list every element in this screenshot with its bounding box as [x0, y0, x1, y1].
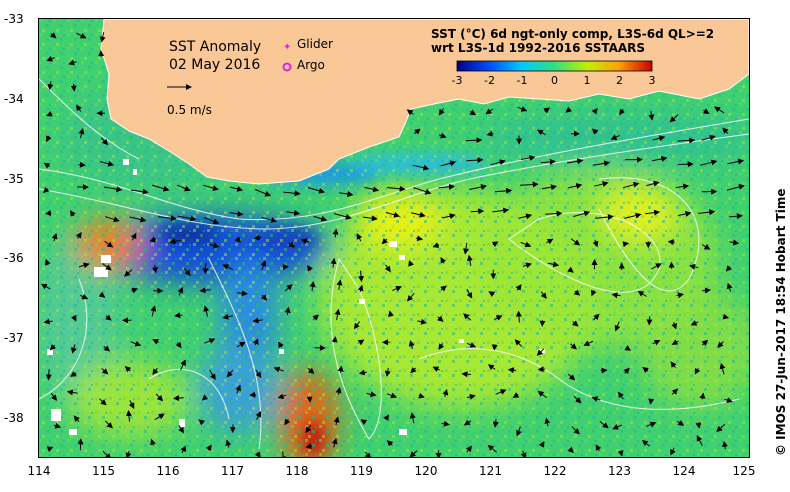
colorbar-tick: -2 — [484, 74, 495, 87]
current-vector-icon — [678, 164, 693, 165]
colorbar — [457, 61, 652, 71]
x-tick-label: 125 — [733, 464, 756, 478]
x-tick-label: 117 — [221, 464, 244, 478]
credit-text: © IMOS 27-Jun-2017 18:54 Hobart Time — [774, 156, 788, 456]
product-line2: wrt L3S-1d 1992-2016 SSTAARS — [431, 41, 645, 55]
x-tick-label: 115 — [92, 464, 115, 478]
current-vector-icon — [669, 242, 675, 243]
x-tick-label: 118 — [286, 464, 309, 478]
x-tick-label: 116 — [157, 464, 180, 478]
colorbar-tick: 3 — [649, 74, 656, 87]
x-tick-label: 119 — [350, 464, 373, 478]
map-title: SST Anomaly — [169, 39, 261, 55]
x-tick-label: 124 — [673, 464, 696, 478]
x-tick-label: 121 — [479, 464, 502, 478]
y-tick-label: -34 — [4, 92, 24, 106]
current-vector-icon — [310, 397, 311, 402]
colorbar-tick: 1 — [584, 74, 591, 87]
x-tick-label: 120 — [415, 464, 438, 478]
current-vector-icon — [649, 316, 650, 324]
colorbar-tick: -1 — [517, 74, 528, 87]
sst-map[interactable]: ✦ SST Anomaly 02 May 2016 0.5 m/s Glider… — [38, 18, 750, 458]
current-vector-icon — [651, 399, 652, 404]
current-vector-icon — [539, 369, 546, 370]
y-tick-label: -38 — [4, 411, 24, 425]
colorbar-tick: 0 — [551, 74, 558, 87]
x-tick-label: 122 — [544, 464, 567, 478]
current-vector-icon — [205, 263, 206, 273]
colorbar-tick: -3 — [452, 74, 463, 87]
current-vector-icon — [49, 369, 50, 379]
glider-legend-label: Glider — [297, 37, 333, 51]
current-vector-icon — [174, 398, 184, 399]
glider-marker-icon: ✦ — [283, 42, 291, 53]
sst-anomaly-field: ✦ — [39, 19, 749, 457]
argo-legend-label: Argo — [297, 58, 325, 72]
current-vector-icon — [471, 211, 483, 212]
product-line1: SST (°C) 6d ngt-only comp, L3S-6d QL>=2 — [431, 27, 714, 41]
x-tick-label: 114 — [28, 464, 51, 478]
current-vector-icon — [462, 374, 471, 375]
speed-scale-label: 0.5 m/s — [167, 103, 212, 117]
y-tick-label: -36 — [4, 251, 24, 265]
y-tick-label: -35 — [4, 172, 24, 186]
current-vector-icon — [79, 165, 85, 166]
y-tick-label: -37 — [4, 331, 24, 345]
current-vector-icon — [46, 213, 51, 214]
map-date: 02 May 2016 — [169, 57, 260, 73]
colorbar-tick: 2 — [616, 74, 623, 87]
x-tick-label: 123 — [608, 464, 631, 478]
y-tick-label: -33 — [4, 12, 24, 26]
